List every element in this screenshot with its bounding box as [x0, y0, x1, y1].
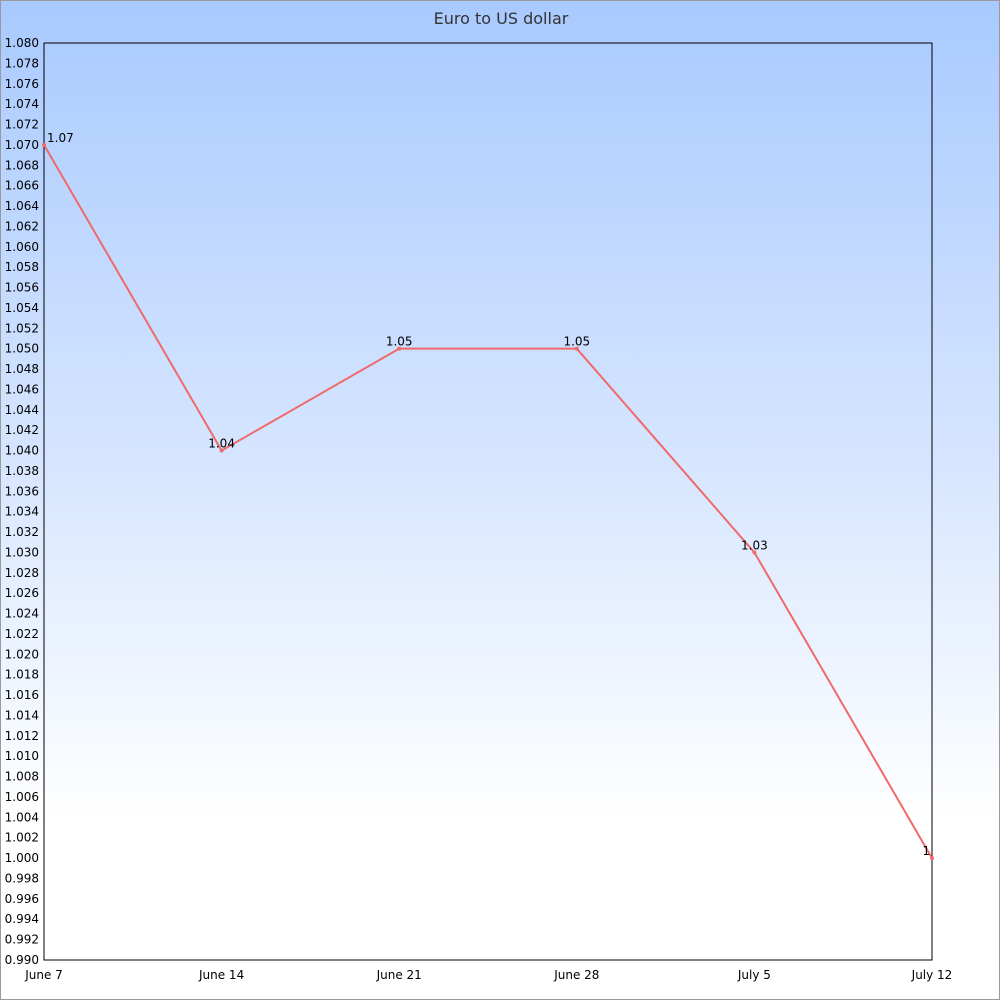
y-axis: 0.990 0.992 0.994 0.996 0.998 1.000 1.002 1.004… [5, 36, 39, 967]
y-tick-label: 1.076 [5, 77, 39, 91]
y-tick-label: 1.018 [5, 668, 39, 682]
data-label: 1.03 [741, 538, 768, 552]
series-group: 1.07 1.04 1.05 1.05 1.03 1 [42, 131, 934, 861]
data-label: 1 [922, 844, 930, 858]
y-tick-label: 1.080 [5, 36, 39, 50]
y-tick-label: 0.998 [5, 871, 39, 885]
y-tick-label: 1.032 [5, 525, 39, 539]
x-tick-label: June 21 [376, 968, 422, 982]
data-point [752, 550, 757, 555]
data-label: 1.05 [563, 335, 590, 349]
y-tick-label: 1.048 [5, 362, 39, 376]
data-point [574, 346, 579, 351]
y-tick-label: 1.022 [5, 627, 39, 641]
y-tick-label: 1.072 [5, 118, 39, 132]
x-tick-label: June 7 [24, 968, 63, 982]
y-tick-label: 1.040 [5, 444, 39, 458]
y-tick-label: 0.994 [5, 912, 39, 926]
data-point [219, 448, 224, 453]
y-tick-label: 1.074 [5, 97, 39, 111]
y-tick-label: 1.052 [5, 321, 39, 335]
data-label: 1.04 [208, 437, 235, 451]
y-tick-label: 1.062 [5, 219, 39, 233]
series-line [43, 144, 933, 859]
x-tick-label: June 14 [198, 968, 244, 982]
y-tick-label: 1.044 [5, 403, 39, 417]
y-tick-label: 1.038 [5, 464, 39, 478]
y-tick-label: 0.996 [5, 892, 39, 906]
y-tick-label: 1.078 [5, 56, 39, 70]
x-axis: June 7 June 14 June 21 June 28 July 5 July 12 [24, 968, 952, 982]
y-tick-label: 1.020 [5, 647, 39, 661]
y-tick-label: 1.006 [5, 790, 39, 804]
y-tick-label: 1.000 [5, 851, 39, 865]
plot-area [43, 42, 933, 961]
y-tick-label: 1.030 [5, 545, 39, 559]
y-tick-label: 1.064 [5, 199, 39, 213]
y-tick-label: 1.042 [5, 423, 39, 437]
data-label: 1.05 [386, 335, 413, 349]
data-point [397, 346, 402, 351]
x-tick-label: July 12 [911, 968, 953, 982]
y-tick-label: 1.046 [5, 382, 39, 396]
x-tick-label: June 28 [553, 968, 599, 982]
y-tick-label: 1.002 [5, 831, 39, 845]
y-tick-label: 1.036 [5, 484, 39, 498]
y-tick-label: 1.028 [5, 566, 39, 580]
y-tick-label: 1.054 [5, 301, 39, 315]
y-tick-label: 1.008 [5, 770, 39, 784]
y-tick-label: 1.060 [5, 240, 39, 254]
y-tick-label: 1.012 [5, 729, 39, 743]
data-point [930, 856, 934, 861]
data-label: 1.07 [47, 131, 74, 145]
y-tick-label: 1.050 [5, 342, 39, 356]
y-tick-label: 1.004 [5, 810, 39, 824]
y-tick-label: 1.068 [5, 158, 39, 172]
y-tick-label: 1.016 [5, 688, 39, 702]
y-tick-label: 0.992 [5, 933, 39, 947]
y-tick-label: 1.070 [5, 138, 39, 152]
y-tick-label: 1.024 [5, 607, 39, 621]
y-tick-label: 1.058 [5, 260, 39, 274]
y-tick-label: 1.026 [5, 586, 39, 600]
y-tick-label: 1.010 [5, 749, 39, 763]
y-tick-label: 0.990 [5, 953, 39, 967]
y-tick-label: 1.056 [5, 281, 39, 295]
y-tick-label: 1.066 [5, 179, 39, 193]
chart-title: Euro to US dollar [434, 9, 569, 28]
data-point [42, 142, 46, 147]
x-tick-label: July 5 [737, 968, 771, 982]
y-tick-label: 1.014 [5, 708, 39, 722]
y-tick-label: 1.034 [5, 505, 39, 519]
